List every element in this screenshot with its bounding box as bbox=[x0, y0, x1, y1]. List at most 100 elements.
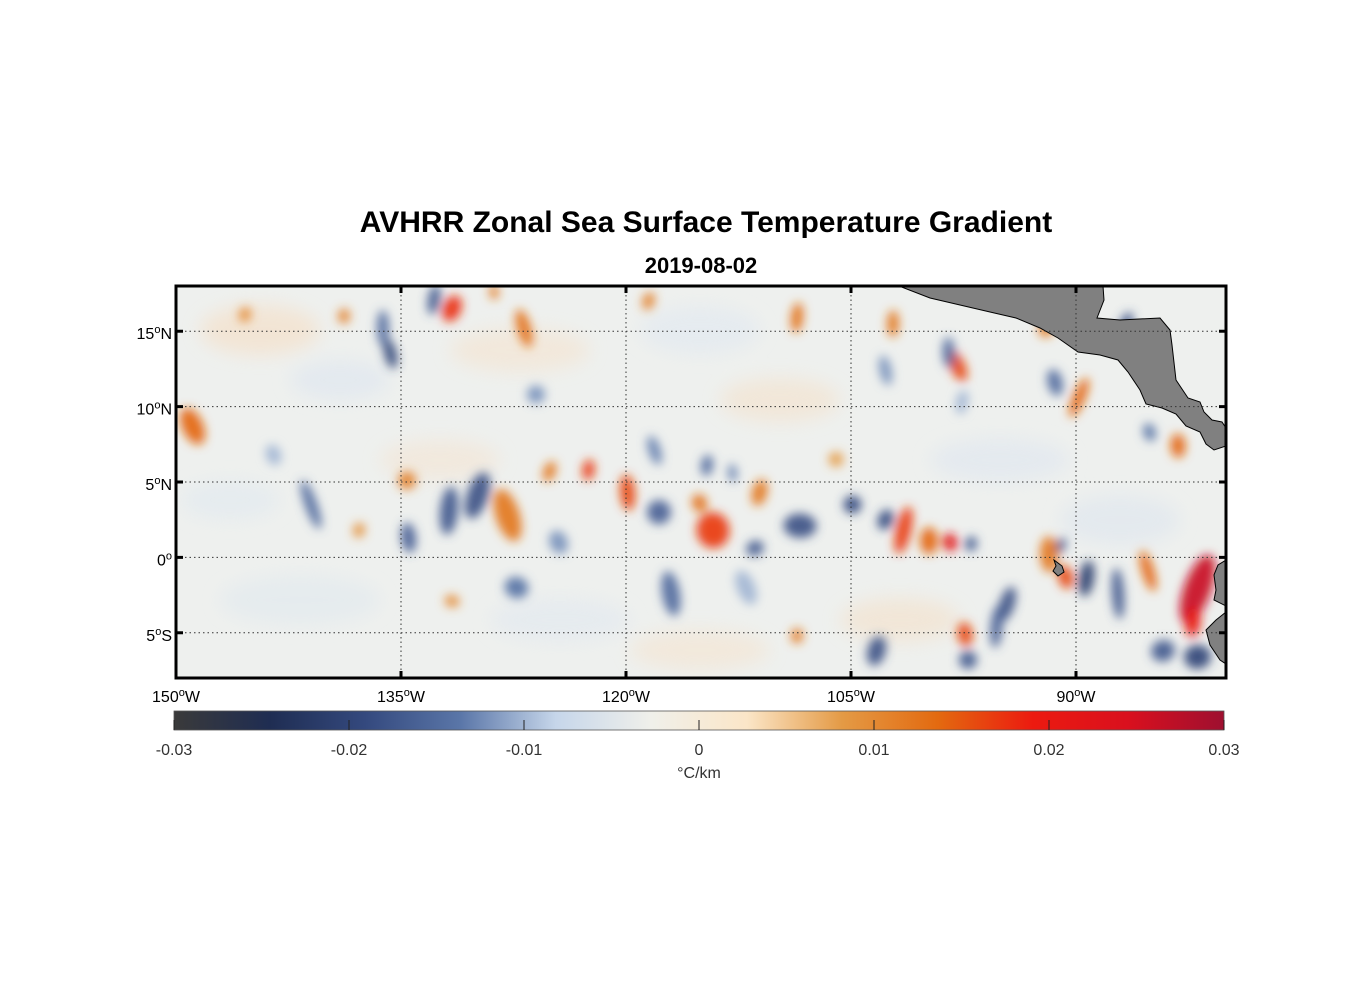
gradient-feature bbox=[661, 571, 681, 616]
gradient-feature bbox=[696, 512, 730, 549]
gradient-feature bbox=[843, 495, 862, 514]
gradient-feature bbox=[957, 622, 973, 647]
colorbar-tick-label: 0.01 bbox=[858, 742, 889, 759]
gradient-feature bbox=[439, 486, 459, 535]
latitude-ticks: 15oN 10oN 5oN 0o 5oS bbox=[137, 324, 1226, 645]
gradient-feature bbox=[400, 522, 417, 553]
south-america-coast-lower bbox=[1205, 611, 1226, 665]
gradient-feature bbox=[515, 309, 533, 348]
lon-tick-label: 150oW bbox=[152, 687, 201, 706]
gradient-feature bbox=[489, 286, 499, 300]
gradient-feature bbox=[1170, 433, 1186, 458]
gradient-feature bbox=[866, 636, 887, 666]
gradient-feature bbox=[958, 650, 978, 669]
lat-tick-label: 10oN bbox=[137, 400, 172, 419]
lon-tick-label: 90oW bbox=[1056, 687, 1096, 706]
gradient-feature bbox=[997, 586, 1017, 622]
gradient-feature bbox=[790, 302, 804, 333]
colorbar: -0.03 -0.02 -0.01 0 0.01 0.02 0.03 °C/km bbox=[156, 710, 1240, 782]
gradient-feature bbox=[383, 339, 398, 369]
gradient-feature bbox=[1179, 554, 1216, 624]
colorbar-tick-label: 0.03 bbox=[1208, 742, 1239, 759]
gradient-feature bbox=[427, 286, 441, 315]
gradient-feature bbox=[265, 444, 282, 466]
gradient-feature bbox=[300, 480, 322, 529]
colorbar-tick-label: -0.02 bbox=[331, 742, 368, 759]
gradient-feature bbox=[1185, 607, 1201, 638]
gradient-feature bbox=[735, 570, 757, 605]
central-america-landmass bbox=[898, 286, 1226, 451]
colorbar-ticks: -0.03 -0.02 -0.01 0 0.01 0.02 0.03 bbox=[156, 720, 1240, 759]
gradient-feature bbox=[964, 536, 978, 552]
lon-tick-label: 105oW bbox=[827, 687, 876, 706]
gradient-feature bbox=[878, 355, 893, 386]
gradient-feature bbox=[990, 605, 1003, 648]
gradient-feature bbox=[376, 310, 390, 347]
gradient-feature bbox=[700, 454, 714, 476]
gradient-feature bbox=[1078, 560, 1095, 597]
gradient-feature bbox=[619, 474, 636, 511]
map-plot-area bbox=[176, 286, 1226, 678]
gradient-feature bbox=[877, 509, 894, 530]
gradient-feature bbox=[691, 494, 708, 512]
gradient-feature bbox=[549, 530, 568, 554]
colorbar-tick-label: 0 bbox=[695, 742, 704, 759]
gradient-feature bbox=[1055, 538, 1067, 553]
colorbar-tick-label: 0.02 bbox=[1033, 742, 1064, 759]
lat-tick-label: 5oN bbox=[145, 475, 172, 494]
gradient-feature bbox=[886, 310, 900, 338]
gradient-feature bbox=[1047, 369, 1063, 396]
gradient-feature bbox=[790, 628, 804, 644]
gradient-feature bbox=[642, 292, 655, 310]
gradient-feature bbox=[647, 435, 662, 465]
gradient-feature bbox=[894, 506, 913, 554]
gradient-feature bbox=[751, 479, 768, 506]
longitude-ticks: 150oW 135oW 120oW 105oW 90oW bbox=[152, 286, 1096, 706]
chart-subtitle: 2019-08-02 bbox=[644, 253, 758, 278]
chart-title: AVHRR Zonal Sea Surface Temperature Grad… bbox=[359, 206, 1053, 239]
gradient-feature bbox=[727, 463, 738, 482]
gradient-feature bbox=[397, 471, 417, 490]
lat-tick-label: 0o bbox=[157, 550, 172, 569]
south-america-coast bbox=[1213, 559, 1226, 607]
gradient-feature bbox=[942, 337, 955, 368]
colorbar-units-label: °C/km bbox=[677, 765, 721, 782]
background-speckle-layer bbox=[180, 305, 1180, 670]
gradient-feature bbox=[442, 295, 462, 322]
colorbar-tick-label: -0.03 bbox=[156, 742, 193, 759]
gradient-feature bbox=[1069, 377, 1089, 418]
gradient-feature bbox=[179, 407, 206, 445]
gradient-feature bbox=[942, 533, 958, 552]
colorbar-tick-label: -0.01 bbox=[506, 742, 543, 759]
gradient-feature bbox=[783, 513, 817, 538]
gradient-feature bbox=[542, 461, 557, 482]
gradient-feature bbox=[352, 522, 366, 538]
gradient-feature bbox=[504, 576, 529, 599]
gradient-feature bbox=[828, 451, 844, 467]
gradient-feature bbox=[526, 385, 546, 404]
gradient-feature bbox=[444, 594, 460, 608]
gradient-feature bbox=[1039, 536, 1059, 573]
gradient-feature bbox=[582, 459, 595, 481]
gradient-feature bbox=[920, 527, 938, 555]
gradient-features-layer bbox=[179, 286, 1216, 669]
gradient-feature bbox=[464, 472, 491, 519]
gradient-feature bbox=[1111, 567, 1125, 620]
gradient-feature bbox=[493, 489, 522, 542]
lon-tick-label: 135oW bbox=[377, 687, 426, 706]
gradient-feature bbox=[1184, 644, 1211, 669]
gradient-feature bbox=[238, 307, 252, 323]
gradient-feature bbox=[337, 308, 351, 324]
gradient-feature bbox=[1139, 550, 1157, 592]
gradient-feature bbox=[955, 390, 969, 414]
land-layer bbox=[898, 286, 1226, 665]
lat-tick-label: 15oN bbox=[137, 324, 172, 343]
lat-tick-label: 5oS bbox=[146, 626, 172, 645]
gradient-feature bbox=[746, 540, 764, 557]
lon-tick-label: 120oW bbox=[602, 687, 651, 706]
gradient-feature bbox=[1151, 640, 1175, 662]
gradient-feature bbox=[646, 500, 672, 525]
galapagos-island bbox=[1052, 558, 1065, 577]
gradient-feature bbox=[1143, 423, 1156, 442]
